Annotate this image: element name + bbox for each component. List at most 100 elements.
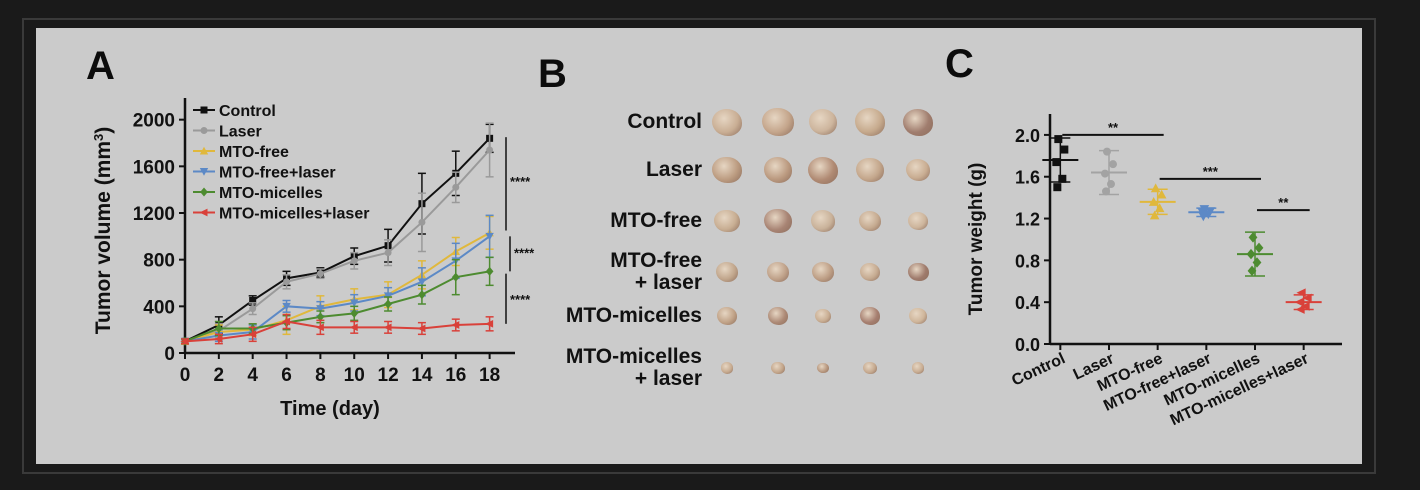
series-mto-micelles-laser: [180, 313, 494, 346]
x-tick-label: 14: [411, 365, 433, 386]
tumor-photo: [716, 306, 738, 326]
tumor-photo: [762, 107, 794, 137]
legend-label: MTO-free+laser: [219, 165, 336, 182]
data-point: [1295, 305, 1305, 314]
sig-label: ***: [1203, 164, 1219, 179]
data-point: [383, 292, 393, 301]
panel-label-a: A: [86, 44, 115, 88]
tumor-row-label-line: MTO-free: [610, 249, 702, 272]
tumor-photo: [808, 109, 838, 135]
legend-label: MTO-micelles: [219, 185, 323, 202]
tumor-row-label: MTO-micelles + laser: [540, 346, 702, 390]
tumor-photo: [811, 210, 835, 232]
tumor-photo: [712, 108, 742, 136]
x-tick-label: 10: [344, 365, 365, 386]
tumor-photo: [811, 262, 835, 282]
data-point: [315, 323, 324, 332]
series-line: [184, 137, 491, 343]
data-point: [384, 299, 392, 309]
data-point: [1302, 293, 1312, 303]
group-mto-free-laser: [1188, 205, 1225, 222]
data-point: [350, 257, 358, 265]
tumor-row-label-line: MTO-micelles: [565, 304, 702, 327]
data-point: [1058, 174, 1067, 183]
data-point: [1109, 160, 1117, 169]
series-line: [184, 270, 490, 343]
y-axis-title: Tumor weight (g): [966, 163, 987, 316]
data-point: [1101, 169, 1109, 178]
tumor-photo: [905, 158, 931, 182]
data-point: [249, 305, 257, 313]
y-tick-label: 800: [143, 251, 175, 272]
tumor-photo: [907, 211, 929, 231]
data-point: [1294, 297, 1304, 307]
x-tick-label: 2: [214, 365, 225, 386]
sig-label: ****: [514, 245, 535, 260]
data-point: [383, 323, 392, 332]
tumor-photo: [808, 156, 838, 184]
legend: Control Laser MTO-free MTO-free+laser MTO-mi…: [193, 103, 369, 223]
x-tick-label: 16: [445, 365, 466, 386]
x-axis-title: Time (day): [280, 398, 380, 420]
data-point: [1246, 248, 1256, 260]
tumor-weight-chart: 0.0 0.4 0.8 1.2 1.6 2.0 Tumor weight (g) Contro…: [966, 114, 1342, 429]
data-point: [350, 308, 359, 318]
x-tick-label: 12: [378, 365, 399, 386]
figure-border: [22, 18, 1376, 474]
tumor-photo: [771, 361, 785, 375]
tumor-photo: [907, 262, 929, 282]
data-point: [1148, 197, 1159, 206]
tumor-photo: [720, 362, 734, 374]
tumor-row-label-line: + laser: [634, 367, 702, 390]
data-point: [180, 337, 189, 346]
data-point: [1247, 265, 1257, 277]
tumor-photo: [712, 156, 742, 184]
data-point: [1296, 288, 1306, 298]
data-point: [1154, 203, 1165, 213]
data-point: [1052, 158, 1061, 167]
data-point: [350, 299, 359, 308]
data-point: [384, 249, 392, 257]
group-mto-micelles-laser: [1285, 288, 1322, 314]
x-tick-label: Control: [1009, 350, 1068, 389]
tumor-photo: [817, 363, 829, 373]
tumor-photo: [862, 361, 878, 375]
legend-marker: [200, 106, 208, 114]
y-tick-label: 0.4: [1015, 293, 1040, 313]
series-line: [184, 320, 490, 343]
y-tick-label: 1600: [133, 157, 175, 178]
figure-panel: [36, 28, 1362, 464]
data-point: [1060, 145, 1069, 154]
tumor-photo: [909, 307, 927, 325]
data-point: [1254, 242, 1264, 254]
legend-label: MTO-free: [219, 144, 289, 161]
data-point: [214, 323, 223, 334]
data-point: [485, 319, 494, 328]
y-tick-label: 2000: [133, 111, 175, 132]
y-tick-label: 0.0: [1015, 335, 1040, 355]
group-control: [1042, 135, 1079, 192]
group-mto-micelles: [1237, 231, 1273, 277]
legend-marker: [199, 146, 209, 155]
group-laser: [1091, 147, 1127, 196]
y-tick-label: 400: [143, 297, 175, 318]
tumor-row-label-line: + laser: [634, 271, 702, 294]
tumor-photo: [768, 307, 788, 325]
data-point: [281, 317, 291, 326]
data-point: [485, 232, 494, 241]
y-tick-label: 1.6: [1015, 168, 1040, 188]
legend-marker: [199, 168, 209, 176]
tumor-photo-panel: Control Laser MTO-free MTO-free + laser MTO-m…: [540, 40, 960, 440]
series-line: [184, 149, 491, 343]
x-tick-label: 4: [247, 365, 258, 386]
tumor-photo: [767, 262, 789, 282]
data-point: [214, 335, 223, 343]
tumor-volume-chart: 0 2 4 6 8 10 12 14 16 18 0 400 800 1200 1600 2000 Time (…: [91, 98, 535, 420]
data-point: [248, 330, 257, 339]
tumor-photo: [716, 262, 738, 282]
tumor-row-label: MTO-free: [540, 210, 702, 232]
y-tick-label: 2.0: [1015, 126, 1040, 146]
series-line: [184, 235, 491, 343]
y-tick-label: 1200: [133, 204, 175, 225]
sig-label: **: [1108, 120, 1119, 135]
